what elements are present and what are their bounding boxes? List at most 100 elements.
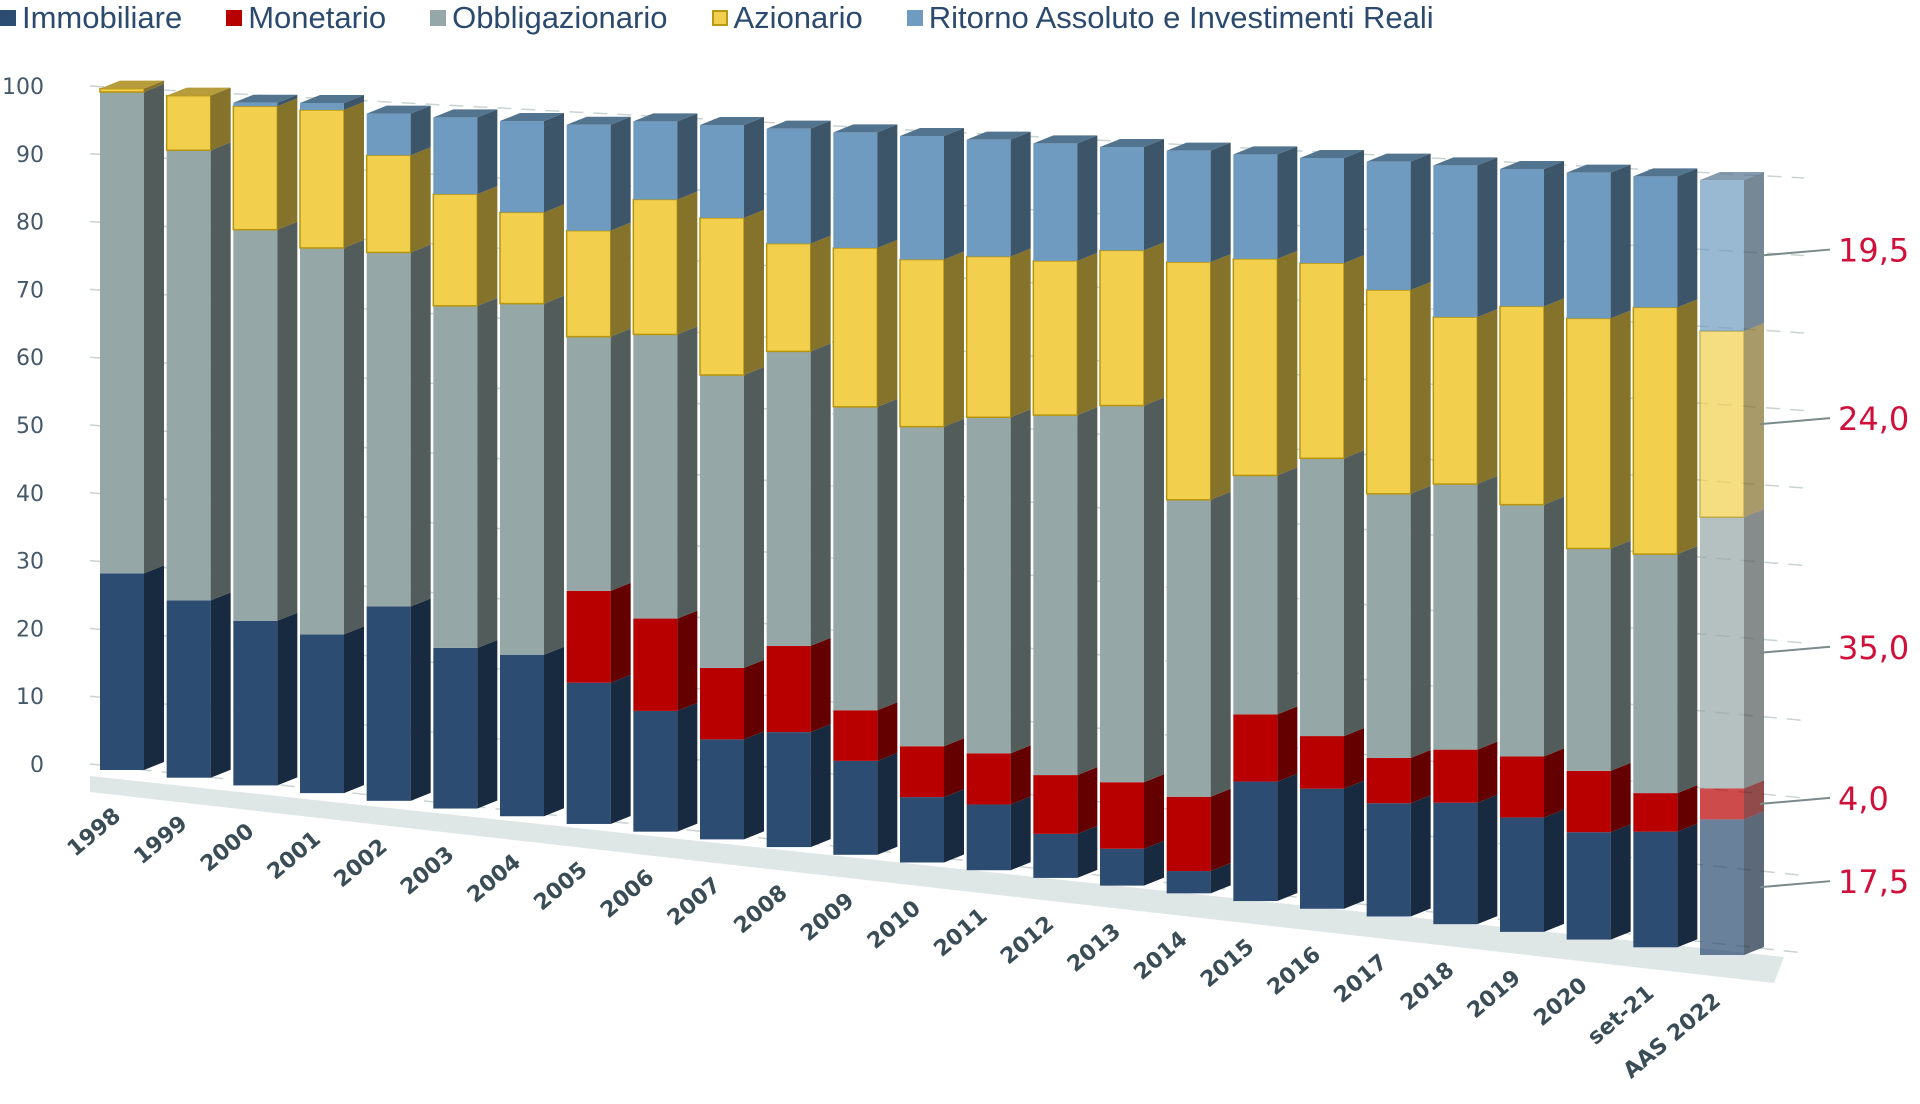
segment-side (1077, 767, 1098, 834)
segment-side (944, 251, 964, 427)
segment-front (1033, 143, 1078, 261)
segment-side (744, 367, 764, 668)
segment-side (1344, 150, 1364, 264)
segment-monetario (1366, 749, 1431, 804)
segment-front (565, 229, 612, 338)
legend-item-monetario: Monetario (226, 0, 386, 36)
segment-front (833, 760, 878, 855)
legend-item-obbligazionario: Obbligazionario (430, 0, 668, 36)
segment-side (1544, 496, 1564, 757)
segment-side (144, 84, 164, 574)
segment-side (410, 105, 431, 156)
segment-obbligazionario (1033, 407, 1098, 776)
segment-side (210, 87, 231, 151)
bar-2002 (365, 105, 431, 801)
segment-front (1165, 261, 1212, 501)
segment-immobiliare (366, 598, 431, 801)
bar-top-cap (366, 105, 431, 114)
legend-swatch-ritorno-assoluto (906, 10, 923, 26)
segment-side (1010, 745, 1031, 805)
segment-side (1544, 809, 1564, 932)
segment-monetario (1500, 748, 1564, 818)
segment-side (144, 80, 164, 92)
segment-side (1277, 250, 1298, 476)
bar-2012 (1032, 135, 1098, 878)
x-tick-label: 2005 (530, 857, 593, 916)
segment-side (1344, 255, 1364, 459)
bar-top-cap (500, 113, 564, 122)
segment-side (1144, 774, 1164, 849)
segment-front (966, 417, 1011, 754)
segment-immobiliare (233, 612, 298, 786)
legend-label-immobiliare: Immobiliare (22, 0, 183, 35)
segment-monetario (833, 702, 898, 761)
segment-front (966, 139, 1011, 257)
segment-side (1144, 397, 1164, 783)
x-tick-label: 2015 (1196, 934, 1259, 993)
segment-obbligazionario (633, 326, 698, 619)
segment-immobiliare (700, 731, 764, 840)
segment-ritorno-assoluto-e-investimenti-reali (1500, 161, 1564, 307)
segment-side (1410, 153, 1431, 290)
segment-side (744, 209, 764, 376)
segment-side (1010, 248, 1031, 418)
x-tick-label: 2012 (996, 911, 1059, 970)
segment-side (544, 295, 564, 655)
segment-immobiliare (166, 592, 231, 778)
segment-front (299, 109, 345, 249)
segment-front (500, 303, 544, 655)
segment-side (1144, 139, 1164, 251)
segment-obbligazionario (833, 398, 898, 711)
segment-front (633, 618, 678, 711)
x-tick-label: 2000 (196, 819, 259, 878)
segment-ritorno-assoluto-e-investimenti-reali (1166, 142, 1231, 263)
segment-front (1365, 289, 1412, 495)
segment-side (1477, 309, 1498, 485)
segment-front (1632, 306, 1679, 555)
segment-azionario (899, 251, 964, 428)
segment-ritorno-assoluto-e-investimenti-reali (1366, 153, 1431, 290)
segment-front (1432, 316, 1479, 485)
segment-side (677, 326, 698, 619)
segment-ritorno-assoluto-e-investimenti-reali (566, 116, 631, 231)
bar-2016 (1299, 150, 1364, 909)
segment-front (1499, 305, 1545, 506)
segment-side (277, 612, 298, 786)
segment-front (1433, 484, 1478, 750)
segment-obbligazionario (433, 297, 498, 648)
segment-monetario (1433, 741, 1498, 803)
segment-front (1033, 833, 1078, 878)
segment-side (210, 142, 231, 601)
segment-front (833, 132, 878, 248)
y-tick-label: 80 (16, 211, 44, 236)
segment-front (1700, 788, 1744, 820)
segment-immobiliare (833, 752, 898, 855)
callout-leader (1759, 645, 1831, 654)
segment-front (1299, 262, 1345, 460)
y-tick-label: 90 (16, 143, 44, 168)
y-axis: 0 10 20 30 40 50 60 70 80 90 100 (2, 75, 44, 778)
segment-front (1233, 475, 1278, 715)
segment-ritorno-assoluto-e-investimenti-reali (1566, 164, 1631, 319)
segment-front (233, 102, 278, 107)
segment-obbligazionario (766, 343, 831, 646)
segment-side (810, 724, 831, 848)
segment-front (1633, 793, 1678, 832)
segment-front (700, 667, 744, 740)
bar-2019 (1499, 161, 1564, 932)
segment-front (966, 804, 1011, 871)
bar-top-cap (1633, 168, 1698, 177)
segment-front (1566, 770, 1611, 833)
legend-label-ritorno-assoluto: Ritorno Assoluto e Investimenti Reali (928, 0, 1434, 35)
segment-obbligazionario (1233, 467, 1298, 715)
segment-side (1610, 164, 1631, 319)
segment-side (277, 98, 298, 230)
segment-side (1677, 299, 1698, 555)
legend-swatch-immobiliare (0, 10, 16, 26)
x-tick-label: 2018 (1396, 958, 1459, 1017)
segment-side (1744, 811, 1764, 955)
bar-2009 (832, 124, 898, 855)
callout-label-monetario: 4,0 (1838, 780, 1889, 818)
segment-front (1300, 788, 1344, 909)
bar-2005 (565, 116, 631, 824)
